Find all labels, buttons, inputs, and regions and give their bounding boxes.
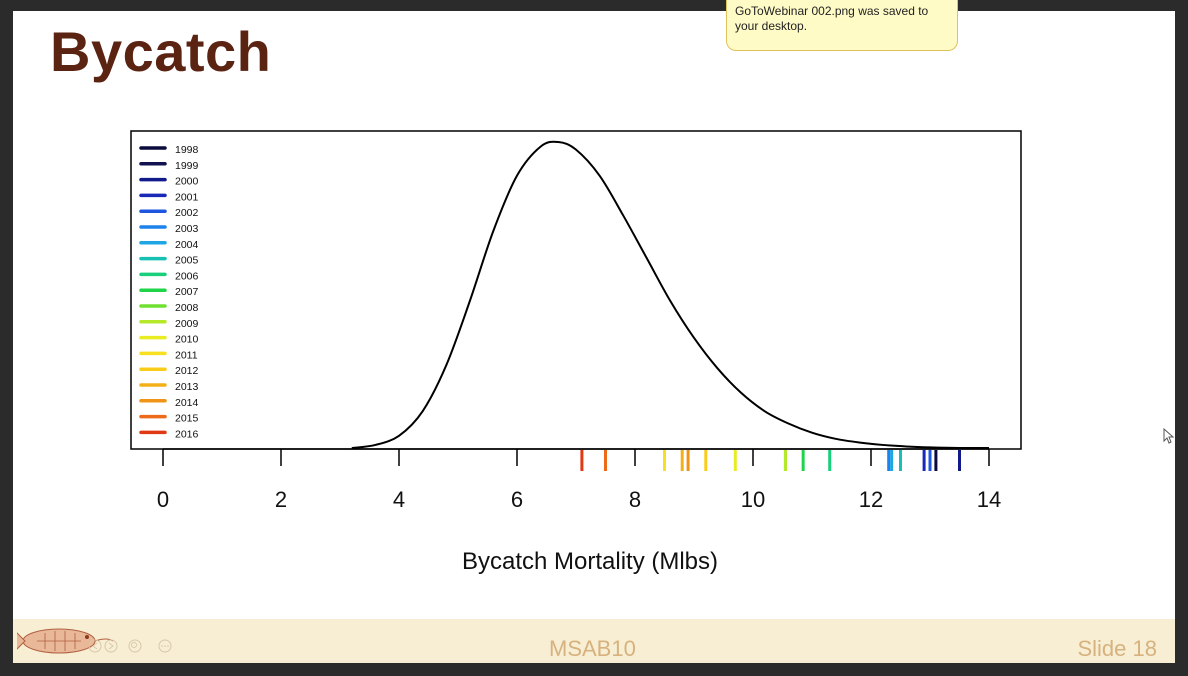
next-icon[interactable] (104, 639, 118, 653)
bycatch-chart: 0 2 4 6 8 10 12 14 1998 1999 2000 2001 2002 2003 2004… (130, 130, 1022, 575)
slide-number: Slide 18 (1077, 636, 1157, 661)
fish-logo-icon (17, 628, 114, 654)
legend-label-2006: 2006 (175, 270, 199, 282)
x-tick-label: 2 (275, 487, 287, 512)
x-axis-label: Bycatch Mortality (Mlbs) (462, 548, 718, 575)
x-tick-label: 14 (977, 487, 1001, 512)
legend-label-2013: 2013 (175, 381, 199, 393)
zoom-icon[interactable] (128, 639, 142, 653)
x-tick-label: 0 (157, 487, 169, 512)
legend-label-2004: 2004 (175, 239, 199, 251)
plot-frame (130, 130, 1022, 450)
x-tick-label: 6 (511, 487, 523, 512)
legend-label-1998: 1998 (175, 144, 199, 156)
legend-label-2012: 2012 (175, 365, 199, 377)
legend-label-2005: 2005 (175, 255, 199, 267)
year-rug-marks (580, 450, 961, 471)
legend-label-2011: 2011 (175, 349, 198, 361)
slide-controls (89, 639, 172, 653)
legend-label-2001: 2001 (175, 191, 199, 203)
legend-label-2008: 2008 (175, 302, 199, 314)
slide-title: Bycatch (50, 20, 272, 83)
legend-label-1999: 1999 (175, 160, 199, 172)
x-tick-label: 8 (629, 487, 641, 512)
legend: 1998 1999 2000 2001 2002 2003 2004 2005 2006 2007… (139, 144, 199, 440)
x-tick-label: 12 (859, 487, 883, 512)
slide: Bycatch 0 2 4 6 8 10 12 14 1998 1999 2000 2001 2002… (13, 11, 1175, 663)
legend-label-2014: 2014 (175, 397, 199, 409)
mouse-cursor-icon (1163, 428, 1175, 444)
save-notification[interactable]: GoToWebinar 002.png was saved to your de… (726, 0, 958, 51)
legend-label-2010: 2010 (175, 334, 199, 346)
notification-text: GoToWebinar 002.png was saved to your de… (735, 4, 929, 33)
more-icon[interactable] (158, 639, 172, 653)
previous-icon[interactable] (89, 639, 102, 653)
slide-footer: MSAB10 Slide 18 (13, 619, 1175, 663)
legend-label-2002: 2002 (175, 207, 199, 219)
legend-label-2007: 2007 (175, 286, 199, 298)
legend-label-2015: 2015 (175, 413, 199, 425)
x-ticks: 0 2 4 6 8 10 12 14 (157, 449, 1001, 512)
x-tick-label: 4 (393, 487, 405, 512)
x-tick-label: 10 (741, 487, 765, 512)
legend-label-2009: 2009 (175, 318, 199, 330)
legend-label-2003: 2003 (175, 223, 199, 235)
legend-label-2000: 2000 (175, 176, 199, 188)
footer-title: MSAB10 (549, 636, 636, 661)
legend-label-2016: 2016 (175, 428, 199, 440)
density-curve (351, 140, 990, 450)
